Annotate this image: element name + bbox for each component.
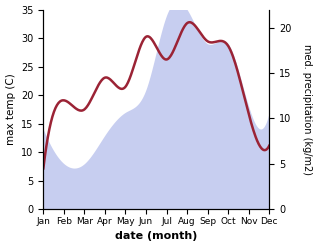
X-axis label: date (month): date (month) [115, 231, 197, 242]
Y-axis label: max temp (C): max temp (C) [5, 74, 16, 145]
Y-axis label: med. precipitation (kg/m2): med. precipitation (kg/m2) [302, 44, 313, 175]
